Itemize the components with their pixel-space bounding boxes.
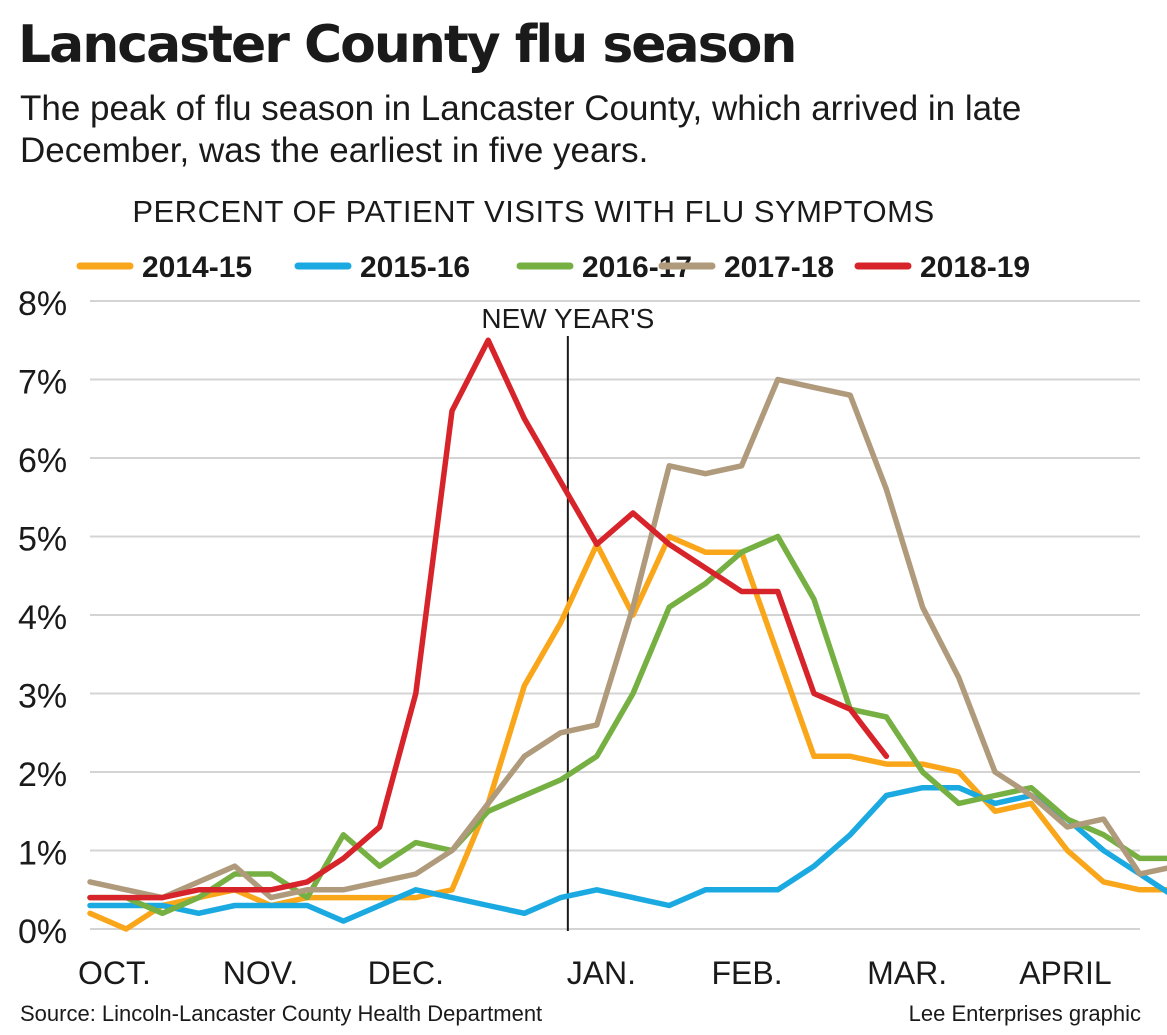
x-tick-label: JAN.	[567, 955, 636, 991]
y-tick-label: 3%	[18, 678, 67, 716]
x-tick-label: DEC.	[368, 955, 444, 991]
y-tick-label: 6%	[18, 442, 67, 480]
y-tick-label: 0%	[18, 913, 67, 951]
y-tick-label: 2%	[18, 756, 67, 794]
x-tick-label: NOV.	[223, 955, 298, 991]
series-line-2015-16	[87, 784, 1167, 924]
page-subtitle: The peak of flu season in Lancaster Coun…	[20, 89, 1022, 170]
series-line-2018-19	[87, 337, 890, 901]
flu-line-chart: 0% 1% 2% 3% 4% 5% 6% 7% 8% OCT. NOV. DEC. JAN. FEB. MA…	[18, 251, 1167, 991]
y-tick-label: 4%	[18, 599, 67, 637]
chart-title: PERCENT OF PATIENT VISITS WITH FLU SYMPT…	[132, 194, 935, 229]
legend-label-2017-18: 2017-18	[724, 251, 834, 284]
y-tick-label: 7%	[18, 364, 67, 402]
series-line-2016-17	[87, 533, 1167, 917]
legend-label-2014-15: 2014-15	[142, 251, 252, 284]
legend-label-2018-19: 2018-19	[920, 251, 1030, 284]
graphic-credit: Lee Enterprises graphic	[908, 1001, 1141, 1026]
source-note: Source: Lincoln-Lancaster County Health …	[20, 1001, 543, 1026]
x-tick-label: OCT.	[78, 955, 151, 991]
series-line-2014-15	[87, 533, 1167, 932]
series-line-2017-18	[87, 376, 1167, 901]
x-tick-label: APRIL	[1019, 955, 1111, 991]
new-years-label: NEW YEAR'S	[481, 303, 654, 334]
y-tick-label: 5%	[18, 521, 67, 559]
x-tick-label: FEB.	[712, 955, 783, 991]
legend-label-2015-16: 2015-16	[360, 251, 470, 284]
y-tick-label: 8%	[18, 285, 67, 323]
page-title: Lancaster County flu season	[18, 15, 797, 75]
x-tick-label: MAR.	[867, 955, 947, 991]
y-tick-label: 1%	[18, 835, 67, 873]
